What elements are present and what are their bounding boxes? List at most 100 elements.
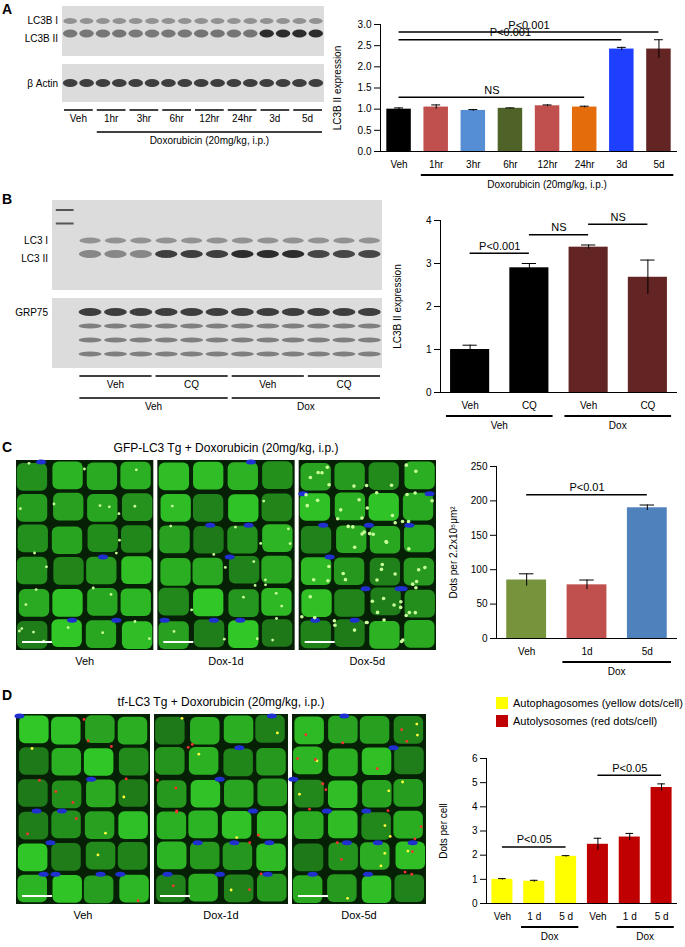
svg-text:5 d: 5 d: [655, 911, 669, 922]
svg-text:Dox-1d: Dox-1d: [208, 655, 243, 667]
svg-text:4: 4: [472, 801, 478, 812]
svg-text:24hr: 24hr: [575, 159, 596, 170]
svg-text:4: 4: [426, 215, 432, 226]
svg-text:LC3B I: LC3B I: [27, 15, 58, 26]
svg-text:1 d: 1 d: [623, 911, 637, 922]
svg-text:2: 2: [472, 849, 478, 860]
svg-text:CQ: CQ: [640, 400, 655, 411]
svg-text:Veh: Veh: [145, 401, 162, 412]
svg-text:A: A: [2, 1, 12, 17]
svg-text:CQ: CQ: [184, 379, 199, 390]
svg-text:3d: 3d: [616, 159, 627, 170]
svg-text:P<0.05: P<0.05: [517, 833, 552, 845]
svg-text:P<0.001: P<0.001: [489, 26, 532, 39]
svg-text:0.0: 0.0: [358, 146, 372, 157]
svg-text:0.5: 0.5: [358, 125, 372, 136]
svg-text:Dox: Dox: [541, 931, 559, 942]
svg-text:12hr: 12hr: [538, 159, 559, 170]
svg-text:Veh: Veh: [580, 400, 597, 411]
svg-text:Dox-5d: Dox-5d: [341, 909, 376, 921]
svg-text:3: 3: [426, 258, 432, 269]
svg-text:1: 1: [426, 344, 432, 355]
svg-text:100: 100: [471, 564, 488, 575]
svg-text:1hr: 1hr: [104, 113, 119, 124]
svg-text:Veh: Veh: [70, 113, 87, 124]
svg-text:0: 0: [472, 898, 478, 909]
svg-text:0: 0: [426, 387, 432, 398]
svg-text:LC3 II: LC3 II: [21, 253, 48, 264]
svg-text:2.5: 2.5: [358, 40, 372, 51]
svg-text:tf-LC3 Tg + Doxorubicin (20mg/: tf-LC3 Tg + Doxorubicin (20mg/kg, i.p.): [118, 695, 325, 709]
svg-text:1d: 1d: [581, 646, 592, 657]
svg-text:Dots per 2.2x10⁵μm²: Dots per 2.2x10⁵μm²: [448, 506, 459, 599]
svg-text:Dox: Dox: [609, 420, 627, 431]
svg-text:5: 5: [472, 777, 478, 788]
svg-text:150: 150: [471, 530, 488, 541]
svg-text:5d: 5d: [642, 646, 653, 657]
svg-text:3: 3: [472, 825, 478, 836]
svg-text:Veh: Veh: [390, 159, 407, 170]
svg-text:CQ: CQ: [336, 379, 351, 390]
svg-text:6hr: 6hr: [169, 113, 184, 124]
svg-text:P<0.05: P<0.05: [612, 762, 647, 774]
svg-text:LC3B II: LC3B II: [25, 33, 58, 44]
svg-text:Veh: Veh: [75, 655, 94, 667]
svg-text:Doxorubicin (20mg/kg, i.p.): Doxorubicin (20mg/kg, i.p.): [487, 179, 607, 190]
svg-text:Veh: Veh: [107, 379, 124, 390]
svg-text:50: 50: [476, 598, 488, 609]
svg-text:200: 200: [471, 495, 488, 506]
html-text:Autolysosomes (red dots/cell): Autolysosomes (red dots/cell): [513, 715, 658, 727]
svg-text:Veh: Veh: [74, 909, 93, 921]
svg-text:LC3B II expression: LC3B II expression: [332, 46, 343, 131]
svg-text:24hr: 24hr: [232, 113, 253, 124]
svg-text:1: 1: [472, 874, 478, 885]
svg-text:3.0: 3.0: [358, 19, 372, 30]
svg-text:0: 0: [482, 633, 488, 644]
svg-text:12hr: 12hr: [199, 113, 220, 124]
svg-text:Dox: Dox: [636, 931, 654, 942]
svg-text:250: 250: [471, 461, 488, 472]
svg-text:C: C: [2, 439, 12, 455]
svg-text:GFP-LC3 Tg + Doxorubicin (20mg: GFP-LC3 Tg + Doxorubicin (20mg/kg, i.p.): [114, 441, 339, 455]
svg-text:5d: 5d: [653, 159, 664, 170]
svg-text:P<0.01: P<0.01: [569, 481, 604, 493]
svg-text:NS: NS: [551, 221, 566, 233]
svg-text:1.5: 1.5: [358, 82, 372, 93]
svg-text:Veh: Veh: [494, 911, 511, 922]
svg-text:B: B: [2, 191, 12, 207]
svg-text:Dots per cell: Dots per cell: [438, 803, 449, 859]
svg-text:1 d: 1 d: [527, 911, 541, 922]
svg-text:P<0.001: P<0.001: [479, 240, 520, 252]
svg-text:Veh: Veh: [518, 646, 535, 657]
svg-text:Dox: Dox: [297, 401, 315, 412]
svg-text:CQ: CQ: [522, 400, 537, 411]
svg-text:1hr: 1hr: [429, 159, 444, 170]
svg-text:5d: 5d: [302, 113, 313, 124]
svg-text:2.0: 2.0: [358, 61, 372, 72]
html-text:Autophagosomes (yellow dots/ce: Autophagosomes (yellow dots/cell): [513, 697, 683, 709]
svg-text:3hr: 3hr: [466, 159, 481, 170]
svg-text:Dox: Dox: [608, 666, 626, 677]
svg-text:Veh: Veh: [259, 379, 276, 390]
svg-text:GRP75: GRP75: [15, 307, 48, 318]
svg-text:NS: NS: [484, 84, 499, 96]
svg-text:Veh: Veh: [589, 911, 606, 922]
svg-text:Doxorubicin (20mg/kg, i.p.): Doxorubicin (20mg/kg, i.p.): [150, 135, 270, 146]
svg-text:Veh: Veh: [491, 420, 508, 431]
svg-text:Dox-1d: Dox-1d: [203, 909, 238, 921]
svg-text:3hr: 3hr: [137, 113, 152, 124]
svg-text:D: D: [2, 687, 12, 703]
svg-text:1.0: 1.0: [358, 103, 372, 114]
svg-text:LC3 I: LC3 I: [24, 235, 48, 246]
svg-text:3d: 3d: [269, 113, 280, 124]
svg-text:6: 6: [472, 753, 478, 764]
svg-text:Dox-5d: Dox-5d: [350, 655, 385, 667]
svg-text:Veh: Veh: [462, 400, 479, 411]
svg-text:6hr: 6hr: [503, 159, 518, 170]
svg-text:5 d: 5 d: [559, 911, 573, 922]
svg-text:LC3B II expression: LC3B II expression: [392, 264, 403, 349]
svg-text:P<0.001: P<0.001: [508, 19, 549, 31]
svg-text:NS: NS: [611, 211, 626, 223]
svg-text:2: 2: [426, 301, 432, 312]
svg-text:β Actin: β Actin: [27, 78, 58, 89]
